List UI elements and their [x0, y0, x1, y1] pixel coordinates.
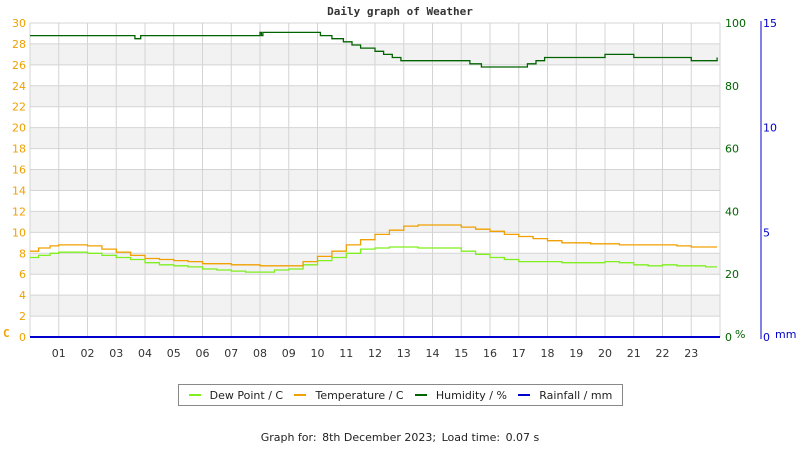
legend-item-dew-point[interactable]: Dew Point / C	[188, 388, 284, 402]
y-left-tick-label: 2	[19, 310, 26, 323]
x-tick-label: 20	[598, 347, 612, 360]
x-tick-label: 16	[483, 347, 497, 360]
y-left-tick-label: 8	[19, 247, 26, 260]
temperature-swatch-icon	[294, 394, 307, 396]
graph-date: 8th December 2023;	[322, 431, 437, 444]
x-tick-label: 17	[512, 347, 526, 360]
legend: Dew Point / C Temperature / C Humidity /…	[178, 384, 623, 406]
y-humidity-tick-label: 100	[725, 17, 746, 30]
y-rain-tick-label: 0	[763, 331, 770, 344]
x-tick-label: 13	[397, 347, 411, 360]
y-left-tick-label: 26	[12, 59, 26, 72]
footer-status: Graph for: 8th December 2023; Load time:…	[0, 431, 800, 444]
y-rain-tick-label: 10	[763, 122, 777, 135]
legend-item-temperature[interactable]: Temperature / C	[294, 388, 404, 402]
series-dew-line	[30, 246, 718, 273]
y-left-tick-label: 4	[19, 289, 26, 302]
x-axis-hours: 01 02 03 04 05 06 07 08 09 10 11 12 13 14 15 16 17 18 19 20…	[52, 347, 699, 360]
y-left-tick-label: 0	[19, 331, 26, 344]
y-humidity-tick-label: 40	[725, 205, 739, 218]
y-humidity-tick-label: 0	[725, 331, 732, 344]
y-left-tick-label: 20	[12, 122, 26, 135]
dew-point-swatch-icon	[188, 394, 201, 396]
graph-for-label: Graph for:	[260, 431, 317, 444]
load-time-label: Load time:	[441, 431, 501, 444]
y-axis-right-rainfall: 0 5 10 15 mm	[760, 17, 796, 344]
y-left-tick-label: 10	[12, 226, 26, 239]
x-tick-label: 21	[627, 347, 641, 360]
y-humidity-tick-label: 20	[725, 268, 739, 281]
x-tick-label: 23	[684, 347, 698, 360]
legend-label: Humidity / %	[435, 388, 507, 402]
x-tick-label: 18	[541, 347, 555, 360]
series-temperature-line	[30, 224, 718, 267]
x-tick-label: 12	[368, 347, 382, 360]
x-tick-label: 05	[167, 347, 181, 360]
x-tick-label: 06	[196, 347, 210, 360]
y-rain-tick-label: 5	[763, 226, 770, 239]
chart-title: Daily graph of Weather	[327, 5, 473, 18]
y-axis-right-humidity: 0 20 40 60 80 100%	[725, 17, 746, 344]
humidity-swatch-icon	[414, 394, 427, 396]
x-tick-label: 08	[253, 347, 267, 360]
x-tick-label: 04	[138, 347, 152, 360]
y-left-tick-label: 18	[12, 143, 26, 156]
x-tick-label: 07	[224, 347, 238, 360]
legend-item-humidity[interactable]: Humidity / %	[414, 388, 507, 402]
y-humidity-unit: %	[735, 328, 745, 341]
legend-label: Dew Point / C	[209, 388, 284, 402]
y-left-tick-label: 28	[12, 38, 26, 51]
y-left-tick-label: 14	[12, 184, 26, 197]
load-time-value: 0.07 s	[505, 431, 540, 444]
y-left-tick-label: 22	[12, 101, 26, 114]
legend-item-rainfall[interactable]: Rainfall / mm	[518, 389, 612, 402]
y-humidity-tick-label: 60	[725, 143, 739, 156]
rainfall-swatch-icon	[518, 394, 531, 396]
y-left-tick-label: 6	[19, 268, 26, 281]
x-tick-label: 15	[454, 347, 468, 360]
x-tick-label: 14	[426, 347, 440, 360]
x-tick-label: 10	[311, 347, 325, 360]
y-left-unit: C	[3, 327, 10, 340]
y-left-tick-label: 24	[12, 80, 26, 93]
x-tick-label: 19	[569, 347, 583, 360]
legend-label: Rainfall / mm	[539, 388, 613, 402]
x-tick-label: 11	[339, 347, 353, 360]
y-left-tick-label: 30	[12, 17, 26, 30]
y-left-tick-label: 12	[12, 205, 26, 218]
y-rain-tick-label: 15	[763, 17, 777, 30]
y-humidity-tick-label: 80	[725, 80, 739, 93]
y-left-tick-label: 16	[12, 164, 26, 177]
legend-label: Temperature / C	[315, 388, 404, 402]
x-tick-label: 01	[52, 347, 66, 360]
series-humidity-line	[30, 31, 718, 68]
x-tick-label: 03	[109, 347, 123, 360]
y-rain-unit: mm	[775, 328, 796, 341]
x-tick-label: 22	[656, 347, 670, 360]
series-lines	[30, 31, 720, 338]
x-tick-label: 02	[81, 347, 95, 360]
x-tick-label: 09	[282, 347, 296, 360]
